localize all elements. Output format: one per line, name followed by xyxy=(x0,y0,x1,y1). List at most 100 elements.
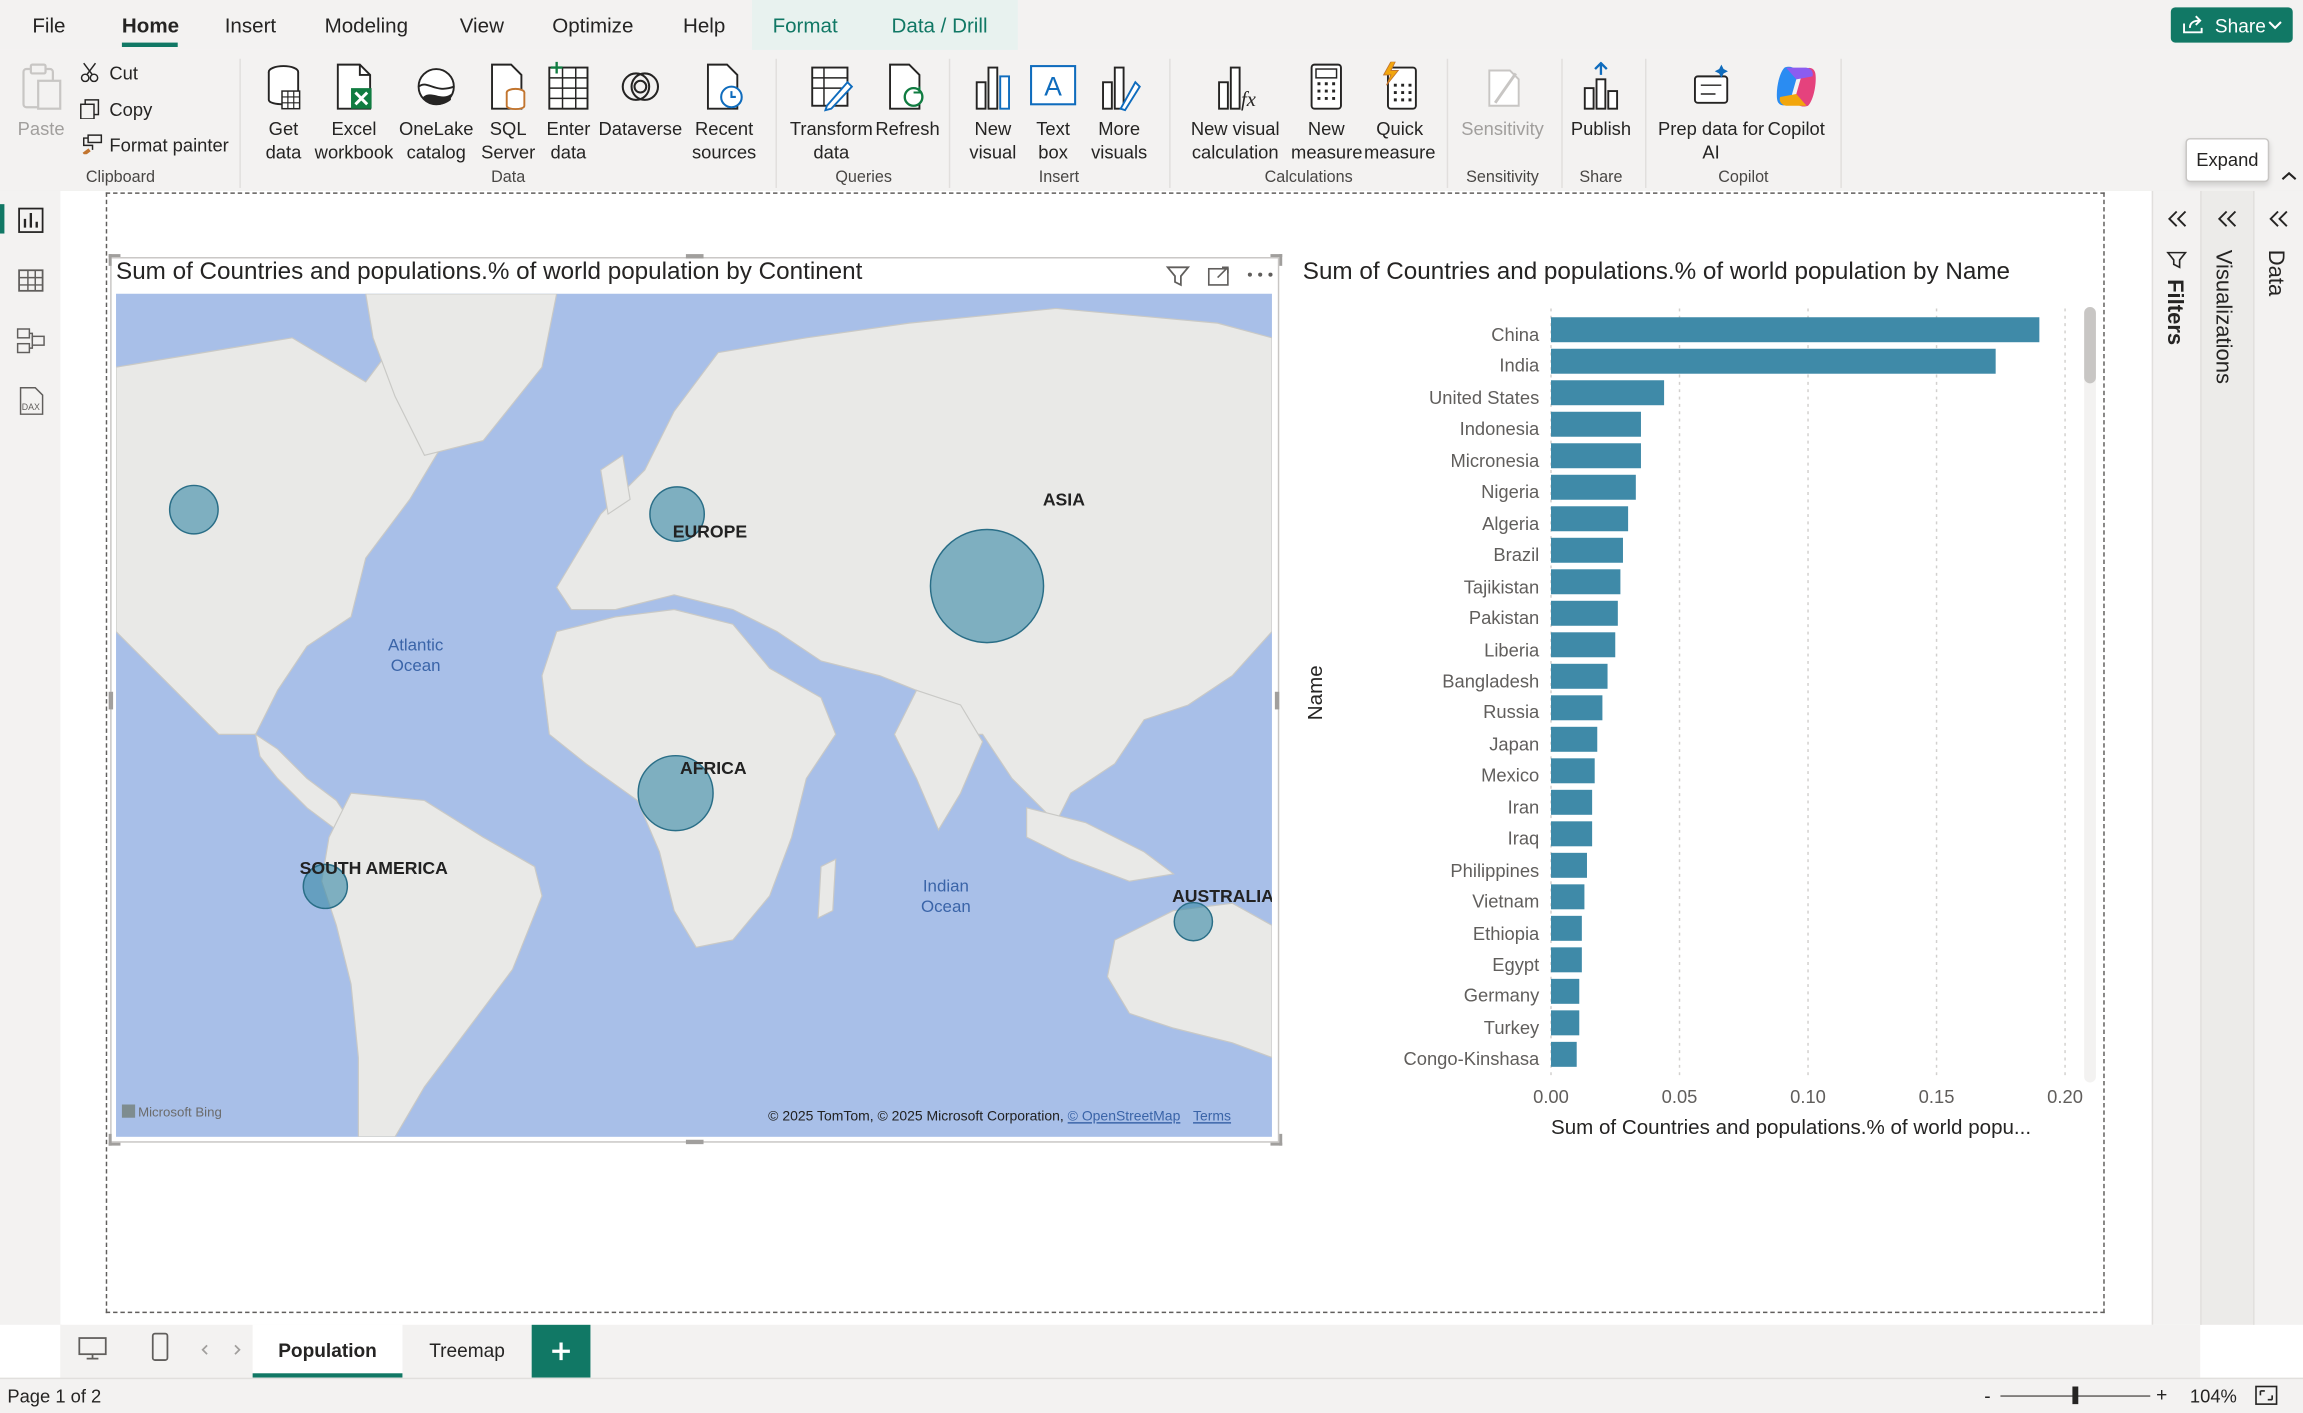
sensitivity-button[interactable]: Sensitivity xyxy=(1457,62,1548,141)
menu-file[interactable]: File xyxy=(32,13,66,37)
bar-indonesia[interactable] xyxy=(1551,411,1641,437)
recent-sources-button[interactable]: Recent sources xyxy=(687,62,760,165)
new-visual-button[interactable]: New visual xyxy=(962,62,1024,165)
cut-button[interactable]: Cut xyxy=(79,62,138,84)
onelake-catalog-button[interactable]: OneLake catalog xyxy=(397,62,476,165)
bar-china[interactable] xyxy=(1551,317,2040,343)
model-view-icon[interactable] xyxy=(15,325,47,357)
menu-view[interactable]: View xyxy=(459,13,504,37)
bar-mexico[interactable] xyxy=(1551,758,1595,784)
copilot-button[interactable]: Copilot xyxy=(1763,62,1831,141)
filter-icon[interactable] xyxy=(1165,264,1191,288)
table-view-icon[interactable] xyxy=(15,264,47,296)
south-america-bubble[interactable] xyxy=(302,863,349,910)
openstreetmap-link[interactable]: © OpenStreetMap xyxy=(1067,1108,1181,1126)
bar-russia[interactable] xyxy=(1551,695,1603,721)
africa-bubble[interactable] xyxy=(637,754,714,832)
scroll-tabs-right-icon[interactable] xyxy=(229,1342,244,1357)
focus-mode-icon[interactable] xyxy=(1206,264,1232,288)
bar-vietnam[interactable] xyxy=(1551,884,1585,910)
resize-corner-tl[interactable] xyxy=(108,254,121,266)
sql-server-button[interactable]: SQL Server xyxy=(479,62,538,165)
bar-chart-scrollbar-track[interactable] xyxy=(2084,306,2096,1083)
europe-bubble[interactable] xyxy=(649,486,705,542)
bar-pakistan[interactable] xyxy=(1551,600,1618,626)
bar-india[interactable] xyxy=(1551,348,1996,374)
excel-workbook-button[interactable]: Excel workbook xyxy=(313,62,395,165)
menu-modeling[interactable]: Modeling xyxy=(324,13,409,37)
quick-measure-button[interactable]: Quick measure xyxy=(1363,61,1436,165)
resize-handle-left[interactable] xyxy=(108,691,114,710)
more-options-icon[interactable] xyxy=(1246,269,1275,281)
transform-data-button[interactable]: Transform data xyxy=(787,62,875,165)
publish-button[interactable]: Publish xyxy=(1569,61,1634,141)
share-button[interactable]: Share xyxy=(2170,7,2293,43)
north-america-bubble[interactable] xyxy=(168,484,219,535)
enter-data-button[interactable]: Enter data xyxy=(541,61,597,165)
zoom-in-button[interactable]: + xyxy=(2156,1383,2168,1406)
bar-japan[interactable] xyxy=(1551,726,1598,752)
bar-ethiopia[interactable] xyxy=(1551,915,1582,941)
zoom-slider-thumb[interactable] xyxy=(2072,1386,2079,1405)
add-page-button[interactable] xyxy=(531,1324,591,1378)
scroll-tabs-left-icon[interactable] xyxy=(198,1342,213,1357)
bar-philippines[interactable] xyxy=(1551,852,1587,878)
menu-data-drill[interactable]: Data / Drill xyxy=(891,13,988,37)
bar-chart-scrollbar-thumb[interactable] xyxy=(2084,306,2096,384)
australia-bubble[interactable] xyxy=(1173,901,1214,942)
bar-tajikistan[interactable] xyxy=(1551,569,1621,595)
dax-query-view-icon[interactable]: DAX xyxy=(15,385,47,417)
new-visual-calculation-button[interactable]: fx New visual calculation xyxy=(1181,62,1290,165)
resize-handle-right[interactable] xyxy=(1274,691,1280,710)
menu-format[interactable]: Format xyxy=(772,13,838,37)
collapse-ribbon-icon[interactable] xyxy=(2281,170,2297,182)
expand-filters-icon[interactable] xyxy=(2165,209,2189,230)
expand-visualizations-icon[interactable] xyxy=(2215,209,2239,230)
copy-button[interactable]: Copy xyxy=(79,98,152,120)
tab-population[interactable]: Population xyxy=(252,1324,403,1378)
resize-corner-tr[interactable] xyxy=(1270,254,1283,266)
tab-treemap[interactable]: Treemap xyxy=(429,1339,505,1362)
bar-nigeria[interactable] xyxy=(1551,474,1636,500)
resize-handle-bottom[interactable] xyxy=(685,1139,704,1145)
menu-insert[interactable]: Insert xyxy=(224,13,277,37)
bar-iraq[interactable] xyxy=(1551,821,1593,847)
format-painter-button[interactable]: Format painter xyxy=(79,134,229,156)
data-pane[interactable] xyxy=(2253,190,2303,1325)
expand-data-icon[interactable] xyxy=(2266,209,2290,230)
text-box-button[interactable]: A Text box xyxy=(1025,62,1081,165)
bar-liberia[interactable] xyxy=(1551,632,1616,658)
bar-algeria[interactable] xyxy=(1551,506,1629,532)
menu-home[interactable]: Home xyxy=(121,13,180,37)
report-view-icon[interactable] xyxy=(15,204,47,236)
bar-brazil[interactable] xyxy=(1551,537,1623,563)
bar-egypt[interactable] xyxy=(1551,947,1582,973)
terms-link[interactable]: Terms xyxy=(1193,1108,1232,1126)
bar-united-states[interactable] xyxy=(1551,380,1665,406)
bar-chart-plot[interactable] xyxy=(1542,308,2085,1086)
resize-corner-br[interactable] xyxy=(1270,1133,1283,1146)
menu-help[interactable]: Help xyxy=(682,13,726,37)
menu-optimize[interactable]: Optimize xyxy=(552,13,634,37)
prep-data-ai-button[interactable]: Prep data for AI xyxy=(1654,62,1769,165)
paste-button[interactable]: Paste xyxy=(15,62,68,141)
bar-turkey[interactable] xyxy=(1551,1010,1580,1036)
resize-handle-top[interactable] xyxy=(685,254,704,259)
filters-pane[interactable] xyxy=(2151,190,2202,1325)
bar-bangladesh[interactable] xyxy=(1551,663,1608,689)
zoom-out-button[interactable]: - xyxy=(1984,1385,1991,1408)
visualizations-pane[interactable] xyxy=(2200,190,2255,1325)
mobile-layout-icon[interactable] xyxy=(150,1332,171,1361)
new-measure-button[interactable]: New measure xyxy=(1291,62,1362,165)
dataverse-button[interactable]: Dataverse xyxy=(598,62,683,141)
bar-congo-kinshasa[interactable] xyxy=(1551,1041,1577,1067)
more-visuals-button[interactable]: More visuals xyxy=(1082,62,1155,165)
bar-micronesia[interactable] xyxy=(1551,443,1641,469)
bar-iran[interactable] xyxy=(1551,789,1593,815)
asia-bubble[interactable] xyxy=(929,528,1045,644)
desktop-layout-icon[interactable] xyxy=(76,1335,108,1361)
bar-germany[interactable] xyxy=(1551,978,1580,1004)
refresh-button[interactable]: Refresh xyxy=(875,62,940,141)
fit-to-page-icon[interactable] xyxy=(2255,1385,2279,1406)
map-area[interactable]: Atlantic Ocean Indian Ocean EUROPE ASIA AF… xyxy=(116,293,1272,1137)
